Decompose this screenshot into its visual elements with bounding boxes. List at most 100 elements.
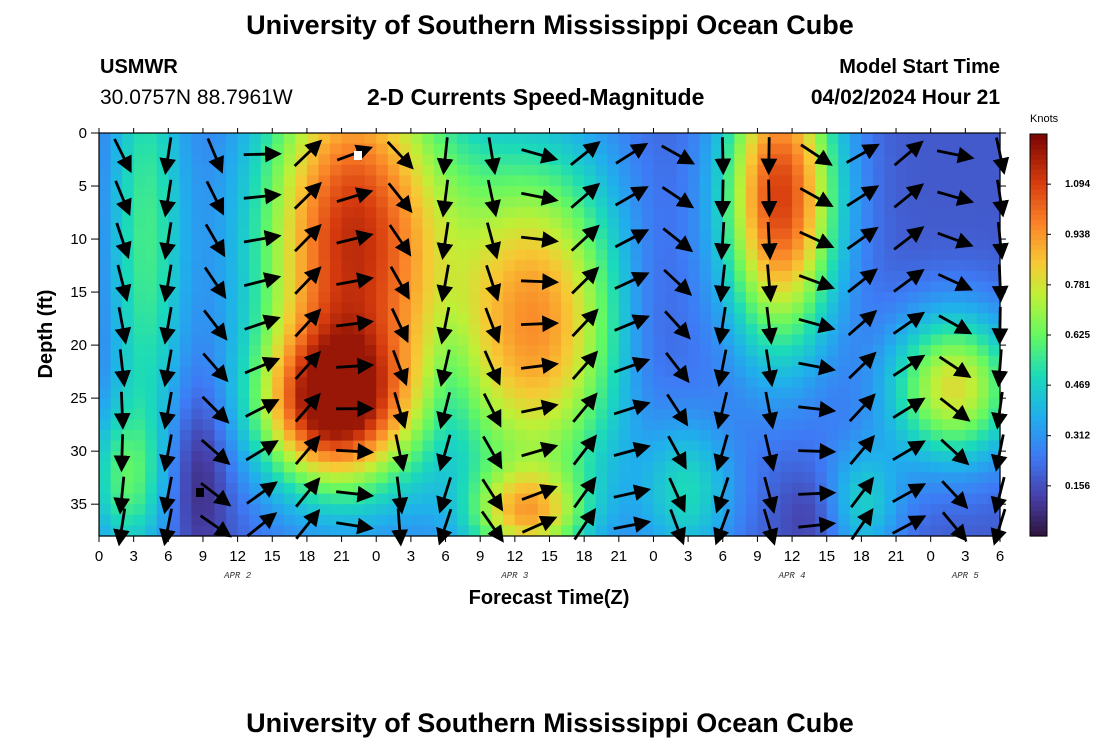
heatmap-cell	[688, 419, 701, 431]
heatmap-cell	[133, 334, 146, 346]
heatmap-cell	[745, 164, 759, 177]
heatmap-cell	[537, 143, 551, 155]
heatmap-cell	[295, 355, 308, 367]
heatmap-cell	[168, 472, 181, 484]
heatmap-cell	[306, 133, 320, 145]
heatmap-cell	[896, 376, 909, 389]
heatmap-cell	[584, 239, 597, 251]
heatmap-cell	[641, 281, 655, 293]
heatmap-cell	[838, 217, 851, 230]
heatmap-cell	[260, 154, 273, 166]
heatmap-cell	[745, 175, 759, 187]
heatmap-cell	[734, 419, 747, 431]
heatmap-cell	[930, 313, 943, 325]
heatmap-cell	[410, 419, 424, 431]
heatmap-cell	[376, 398, 389, 410]
heatmap-cell	[422, 440, 435, 452]
heatmap-cell	[896, 472, 909, 484]
current-arrow	[159, 391, 176, 430]
colorbar-tick-label: 0.312	[1065, 431, 1090, 442]
heatmap-cell	[688, 493, 701, 505]
heatmap-cell	[907, 387, 920, 399]
heatmap-cell	[826, 345, 839, 357]
heatmap-cell	[688, 143, 701, 155]
heatmap-cell	[468, 323, 481, 336]
heatmap-cell	[214, 461, 227, 473]
heatmap-cell	[514, 207, 527, 219]
heatmap-cell	[376, 228, 389, 240]
heatmap-cell	[191, 154, 204, 166]
heatmap-cell	[237, 355, 250, 367]
heatmap-cell	[318, 217, 331, 230]
heatmap-cell	[803, 376, 816, 389]
heatmap-cell	[953, 228, 966, 240]
heatmap-cell	[249, 345, 262, 357]
heatmap-cell	[734, 345, 747, 357]
heatmap-cell	[665, 154, 678, 166]
current-arrow	[799, 230, 835, 249]
heatmap-cell	[641, 133, 655, 145]
colorbar-tick-label: 0.781	[1065, 280, 1090, 291]
heatmap-cell	[306, 239, 320, 251]
heatmap-cell	[953, 461, 966, 473]
current-arrow	[436, 434, 453, 472]
heatmap-cell	[953, 398, 966, 410]
current-arrow	[204, 223, 226, 258]
heatmap-cell	[283, 493, 296, 505]
heatmap-cell	[283, 514, 296, 526]
heatmap-cell	[988, 429, 1001, 442]
heatmap-cell	[295, 270, 308, 283]
heatmap-cell	[976, 525, 990, 537]
heatmap-cell	[745, 249, 759, 261]
heatmap-cell	[942, 154, 955, 166]
heatmap-cell	[953, 429, 966, 442]
heatmap-cell	[803, 482, 816, 495]
heatmap-cell	[803, 429, 816, 442]
heatmap-cell	[861, 408, 874, 420]
heatmap-cell	[237, 313, 250, 325]
heatmap-cell	[179, 472, 193, 484]
heatmap-cell	[861, 461, 874, 473]
heatmap-cell	[745, 334, 759, 346]
heatmap-cell	[537, 429, 551, 442]
heatmap-cell	[595, 345, 608, 357]
heatmap-cell	[364, 133, 377, 145]
heatmap-cell	[410, 366, 424, 378]
heatmap-cell	[676, 186, 689, 198]
heatmap-cell	[618, 133, 631, 145]
heatmap-cell	[688, 451, 701, 463]
heatmap-cell	[872, 164, 886, 177]
heatmap-cell	[792, 355, 805, 367]
date-label: APR 3	[500, 571, 529, 581]
heatmap-cell	[630, 408, 643, 420]
heatmap-cell	[641, 493, 655, 505]
heatmap-cell	[872, 239, 886, 251]
heatmap-cell	[930, 504, 943, 516]
heatmap-cell	[410, 504, 424, 516]
heatmap-cell	[179, 164, 193, 177]
heatmap-cell	[226, 461, 239, 473]
heatmap-cell	[122, 429, 135, 442]
heatmap-cell	[711, 472, 724, 484]
heatmap-cell	[226, 260, 239, 272]
heatmap-cell	[399, 228, 412, 240]
station-id: USMWR	[100, 56, 178, 78]
heatmap-cell	[445, 440, 458, 452]
heatmap-cell	[99, 419, 112, 431]
heatmap-cell	[191, 408, 204, 420]
heatmap-cell	[768, 345, 782, 357]
heatmap-cell	[503, 302, 516, 314]
heatmap-cell	[722, 207, 735, 219]
heatmap-cell	[953, 472, 966, 484]
heatmap-cell	[330, 504, 343, 516]
heatmap-cell	[838, 514, 851, 526]
heatmap-cell	[618, 451, 631, 463]
heatmap-cell	[202, 366, 216, 378]
heatmap-cell	[780, 461, 793, 473]
heatmap-cell	[99, 398, 112, 410]
heatmap-cell	[653, 451, 666, 463]
colorbar-segment	[1030, 189, 1047, 195]
heatmap-cell	[179, 440, 193, 452]
heatmap-cell	[526, 493, 539, 505]
heatmap-cell	[653, 281, 666, 293]
